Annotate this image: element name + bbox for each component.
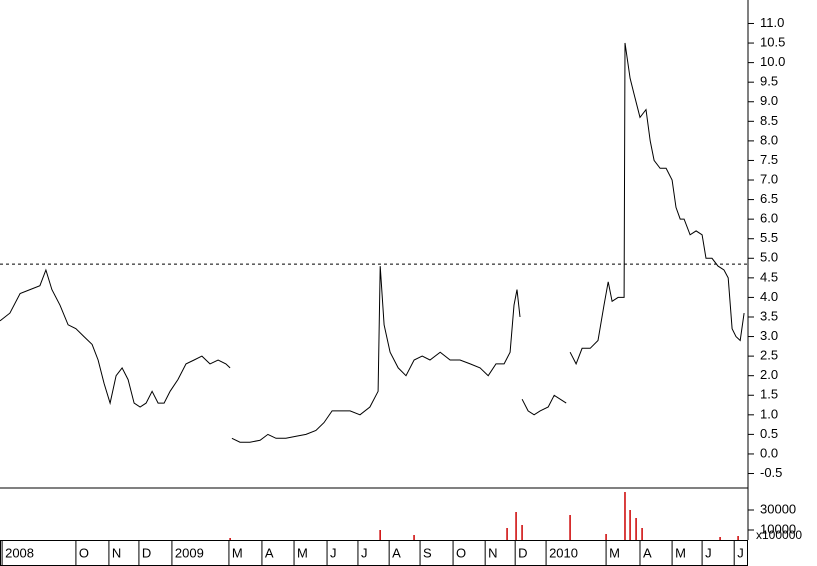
x-tick-label: J xyxy=(737,545,744,560)
x-tick-label: M xyxy=(232,545,243,560)
y-tick-label: 8.0 xyxy=(760,132,778,147)
y-tick-label: 6.0 xyxy=(760,211,778,226)
y-tick-label: 4.0 xyxy=(760,289,778,304)
y-tick-label: 10.0 xyxy=(760,54,785,69)
x-tick-label: M xyxy=(675,545,686,560)
y-tick-label: 5.0 xyxy=(760,250,778,265)
x-tick-label: M xyxy=(297,545,308,560)
volume-unit: x100000 xyxy=(756,528,802,542)
x-tick-label: J xyxy=(361,545,368,560)
x-tick-label: A xyxy=(643,545,652,560)
x-tick-label: A xyxy=(392,545,401,560)
x-tick-label: 2009 xyxy=(175,545,204,560)
y-tick-label: 0.0 xyxy=(760,445,778,460)
x-tick-label: D xyxy=(142,545,151,560)
y-tick-label: 6.5 xyxy=(760,191,778,206)
x-tick-label: S xyxy=(423,545,432,560)
volume-tick-label: 10000 xyxy=(760,521,796,536)
y-tick-label: 7.0 xyxy=(760,171,778,186)
y-tick-label: 2.5 xyxy=(760,348,778,363)
y-tick-label: 11.0 xyxy=(760,15,784,30)
y-tick-label: 10.5 xyxy=(760,34,785,49)
x-tick-label: J xyxy=(330,545,337,560)
x-tick-label: 2010 xyxy=(549,545,578,560)
x-tick-label: O xyxy=(456,545,466,560)
y-tick-label: 9.0 xyxy=(760,93,778,108)
x-tick-label: M xyxy=(609,545,620,560)
y-tick-label: 8.5 xyxy=(760,113,778,128)
y-tick-label: 2.0 xyxy=(760,367,778,382)
x-tick-label: D xyxy=(518,545,527,560)
volume-tick-label: 30000 xyxy=(760,501,796,516)
x-tick-label: J xyxy=(705,545,712,560)
y-tick-label: 5.5 xyxy=(760,230,778,245)
y-tick-label: 4.5 xyxy=(760,269,778,284)
y-tick-label: 3.0 xyxy=(760,328,778,343)
x-tick-label: A xyxy=(265,545,274,560)
y-tick-label: 7.5 xyxy=(760,152,778,167)
y-tick-label: 9.5 xyxy=(760,74,778,89)
y-tick-label: 3.5 xyxy=(760,308,778,323)
x-tick-label: N xyxy=(112,545,121,560)
y-tick-label: 1.5 xyxy=(760,387,778,402)
y-tick-label: 0.5 xyxy=(760,426,778,441)
price-line xyxy=(0,42,745,443)
x-tick-label: O xyxy=(79,545,89,560)
y-tick-label: 1.0 xyxy=(760,406,778,421)
y-tick-label: -0.5 xyxy=(760,465,782,480)
x-tick-label: N xyxy=(488,545,497,560)
x-tick-label: 2008 xyxy=(5,545,34,560)
